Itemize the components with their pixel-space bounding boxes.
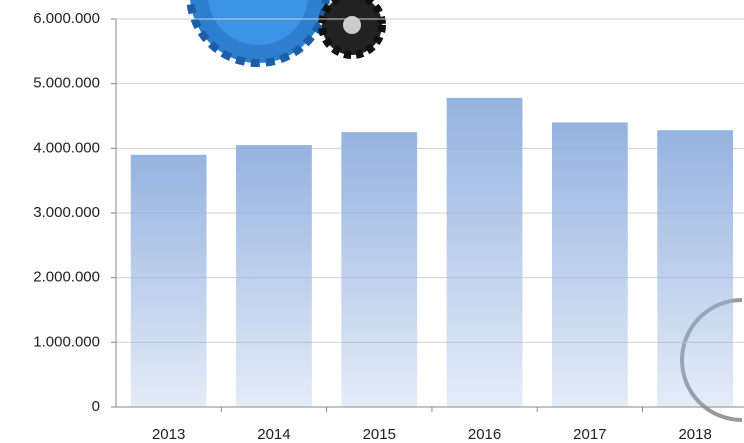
y-tick-label: 5.000.000 <box>33 75 100 92</box>
x-tick-label: 2016 <box>468 426 501 443</box>
bar <box>341 132 418 407</box>
x-tick-label: 2015 <box>363 426 396 443</box>
bar <box>236 145 312 407</box>
decoration-gears <box>186 0 743 422</box>
bar <box>551 122 628 407</box>
bar <box>130 154 207 407</box>
y-tick-label: 3.000.000 <box>33 204 100 221</box>
x-tick-label: 2013 <box>152 426 185 443</box>
bar <box>446 97 523 407</box>
bar <box>657 130 734 407</box>
y-tick-label: 1.000.000 <box>33 333 100 350</box>
y-tick-label: 6.000.000 <box>33 10 100 27</box>
x-tick-label: 2017 <box>573 426 606 443</box>
y-tick-label: 4.000.000 <box>33 139 100 156</box>
x-tick-label: 2014 <box>257 426 290 443</box>
x-tick-label: 2018 <box>678 426 711 443</box>
y-tick-label: 0 <box>92 398 100 415</box>
y-tick-label: 2.000.000 <box>33 269 100 286</box>
